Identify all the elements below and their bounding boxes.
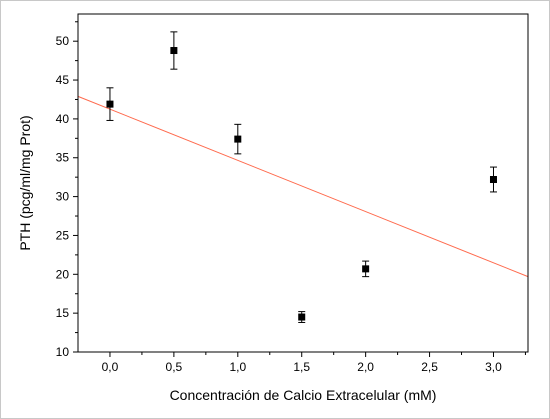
data-point-group [298,311,306,323]
x-tick-label: 0,0 [102,360,119,374]
x-tick-label: 1,5 [293,360,310,374]
plot-area-border [77,13,529,353]
data-point-group [106,87,114,121]
ticks-layer: 0,0 0,5 1,0 1,5 2,0 2,5 3,0 10 15 20 25 30 35 40 45 50 [56,21,526,374]
points-layer [106,31,497,323]
x-tick-label: 3,0 [485,360,502,374]
x-tick-label: 2,0 [357,360,374,374]
data-point-marker [234,135,242,143]
y-axis-title: PTH (pcg/ml/mg Prot) [17,115,33,250]
y-tick-label: 30 [56,190,70,204]
x-axis-title: Concentración de Calcio Extracelular (mM… [170,387,437,403]
x-tick-label: 2,5 [421,360,438,374]
y-tick-label: 50 [56,34,70,48]
data-point-group [170,31,178,70]
data-point-group [362,260,370,278]
fit-layer [77,95,529,278]
y-tick-label: 15 [56,306,70,320]
data-point-marker [362,265,370,273]
data-point-marker [298,313,306,321]
y-tick-label: 40 [56,112,70,126]
linear-fit-line [77,95,529,278]
y-tick-label: 45 [56,73,70,87]
data-point-marker [170,47,178,55]
y-tick-label: 20 [56,267,70,281]
y-tick-label: 25 [56,228,70,242]
y-tick-label: 35 [56,151,70,165]
data-point-marker [489,176,497,184]
x-tick-label: 0,5 [166,360,183,374]
x-tick-label: 1,0 [229,360,246,374]
data-point-group [234,123,242,155]
y-tick-label: 10 [56,345,70,359]
data-point-group [489,166,497,193]
data-point-marker [106,100,114,108]
